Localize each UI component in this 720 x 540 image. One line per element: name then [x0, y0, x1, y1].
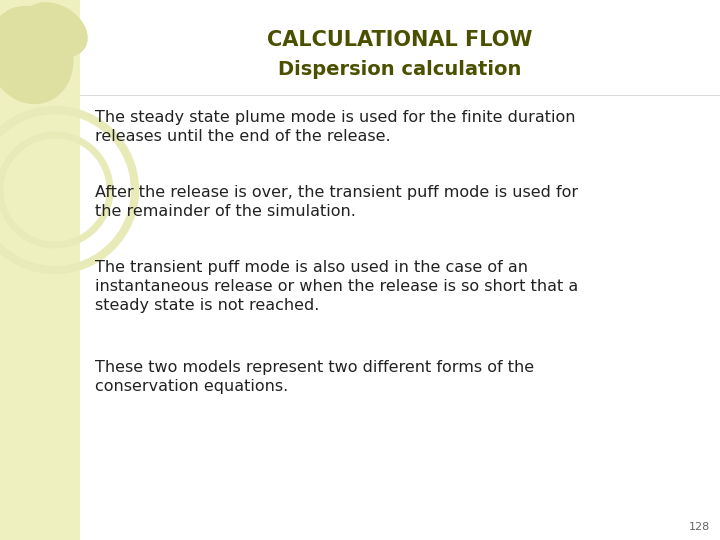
Text: 128: 128	[689, 522, 710, 532]
Text: CALCULATIONAL FLOW: CALCULATIONAL FLOW	[267, 30, 533, 50]
Text: The steady state plume mode is used for the finite duration
releases until the e: The steady state plume mode is used for …	[95, 110, 575, 144]
Bar	[0, 0, 80, 540]
Text: The transient puff mode is also used in the case of an
instantaneous release or : The transient puff mode is also used in …	[95, 260, 578, 313]
Text: These two models represent two different forms of the
conservation equations.: These two models represent two different…	[95, 360, 534, 394]
Text: After the release is over, the transient puff mode is used for
the remainder of : After the release is over, the transient…	[95, 185, 578, 219]
Ellipse shape	[0, 6, 73, 104]
Text: Dispersion calculation: Dispersion calculation	[279, 60, 522, 79]
Ellipse shape	[22, 2, 88, 58]
